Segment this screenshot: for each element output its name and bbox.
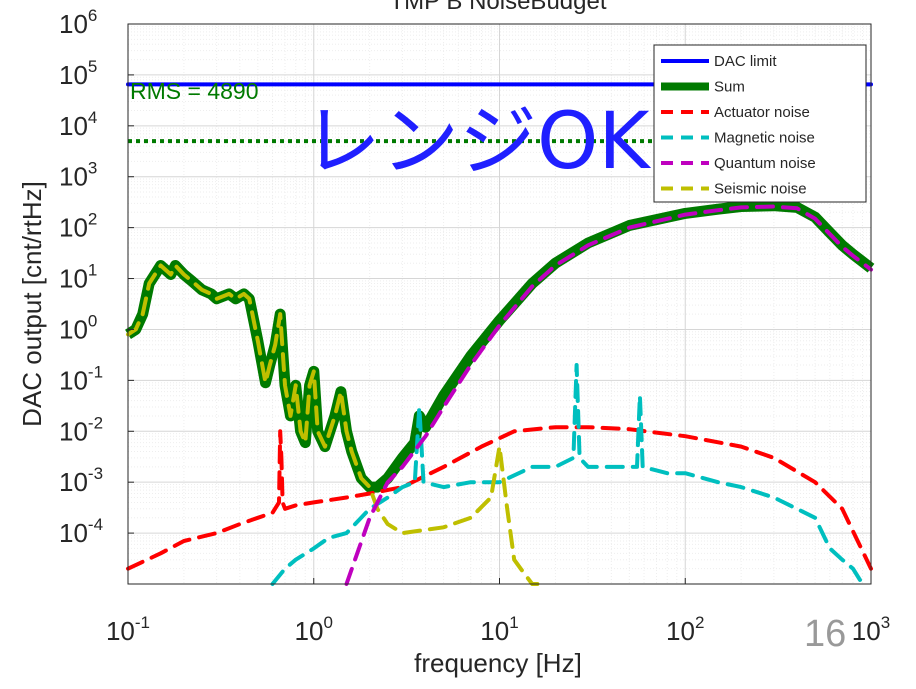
y-tick-label: 10-3 (59, 464, 103, 497)
legend-label: Actuator noise (714, 104, 810, 121)
y-tick-label: 101 (59, 261, 97, 294)
y-tick-label: 10-2 (59, 413, 103, 446)
y-tick-label: 10-1 (59, 362, 103, 395)
x-tick-label: 102 (666, 613, 704, 646)
x-tick-label: 10-1 (106, 613, 150, 646)
slide-number: 16 (804, 613, 846, 655)
series-lines (125, 82, 875, 586)
legend-label: Sum (714, 79, 745, 96)
y-tick-label: 102 (59, 210, 97, 243)
y-axis-label: DAC output [cnt/rtHz] (17, 181, 47, 427)
x-tick-label: 101 (480, 613, 518, 646)
x-tick-labels: 10-1 100 101 102 103 (106, 578, 890, 646)
series-seismic-noise (126, 263, 540, 586)
legend-box (653, 44, 867, 203)
x-tick-label: 100 (295, 613, 333, 646)
y-tick-label: 106 (59, 6, 97, 39)
chart-title: TMP B NoiseBudget (390, 0, 607, 15)
overlay-range-ok-text: レンジOK (303, 97, 651, 187)
y-tick-labels: 106 105 104 103 102 101 100 10-1 10-2 10-3 10-4 (59, 6, 134, 548)
x-axis-label: frequency [Hz] (414, 648, 582, 678)
legend-label: Quantum noise (714, 155, 816, 172)
y-tick-label: 103 (59, 159, 97, 192)
series-quantum-noise (344, 204, 873, 586)
legend-label: Magnetic noise (714, 130, 815, 147)
series-actuator-noise (126, 425, 873, 571)
y-tick-label: 10-4 (59, 515, 103, 548)
legend-label: DAC limit (714, 53, 777, 70)
legend-label: Seismic noise (714, 181, 807, 198)
rms-annotation: RMS = 4890 (130, 78, 259, 104)
series-magnetic-noise (270, 363, 865, 586)
legend: DAC limit Sum Actuator noise Magnetic noise… (653, 44, 867, 203)
y-tick-label: 105 (59, 57, 97, 90)
x-tick-label: 103 (852, 613, 890, 646)
y-tick-label: 104 (59, 108, 97, 141)
y-tick-label: 100 (59, 311, 97, 344)
